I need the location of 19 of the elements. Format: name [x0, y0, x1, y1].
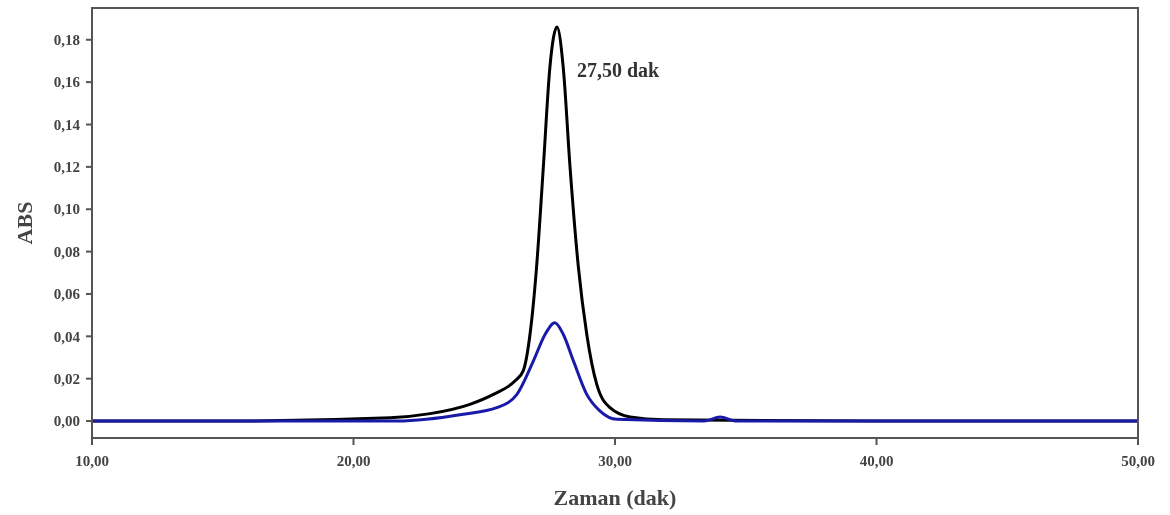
x-tick-label: 30,00 [598, 453, 632, 469]
y-tick-label: 0,12 [53, 159, 80, 176]
x-axis-title: Zaman (dak) [553, 485, 677, 510]
y-axis-title: ABS [12, 201, 37, 245]
y-tick-label: 0,18 [53, 32, 80, 49]
y-tick-label: 0,06 [53, 286, 81, 303]
x-tick-label: 50,00 [1121, 453, 1155, 469]
y-tick-label: 0,08 [53, 243, 80, 260]
y-tick-label: 0,04 [53, 328, 81, 345]
y-tick-label: 0,10 [53, 201, 80, 218]
x-tick-label: 10,00 [75, 453, 109, 469]
line-series [92, 321, 1138, 423]
y-tick-label: 0,00 [53, 413, 80, 430]
annotation: 27,50 dak [576, 59, 661, 82]
y-tick-label: 0,14 [53, 116, 81, 133]
x-tick-label: 40,00 [859, 453, 894, 469]
x-tick-label: 20,00 [336, 453, 371, 469]
y-tick-label: 0,02 [53, 370, 80, 387]
y-tick-label: 0,16 [53, 74, 81, 91]
